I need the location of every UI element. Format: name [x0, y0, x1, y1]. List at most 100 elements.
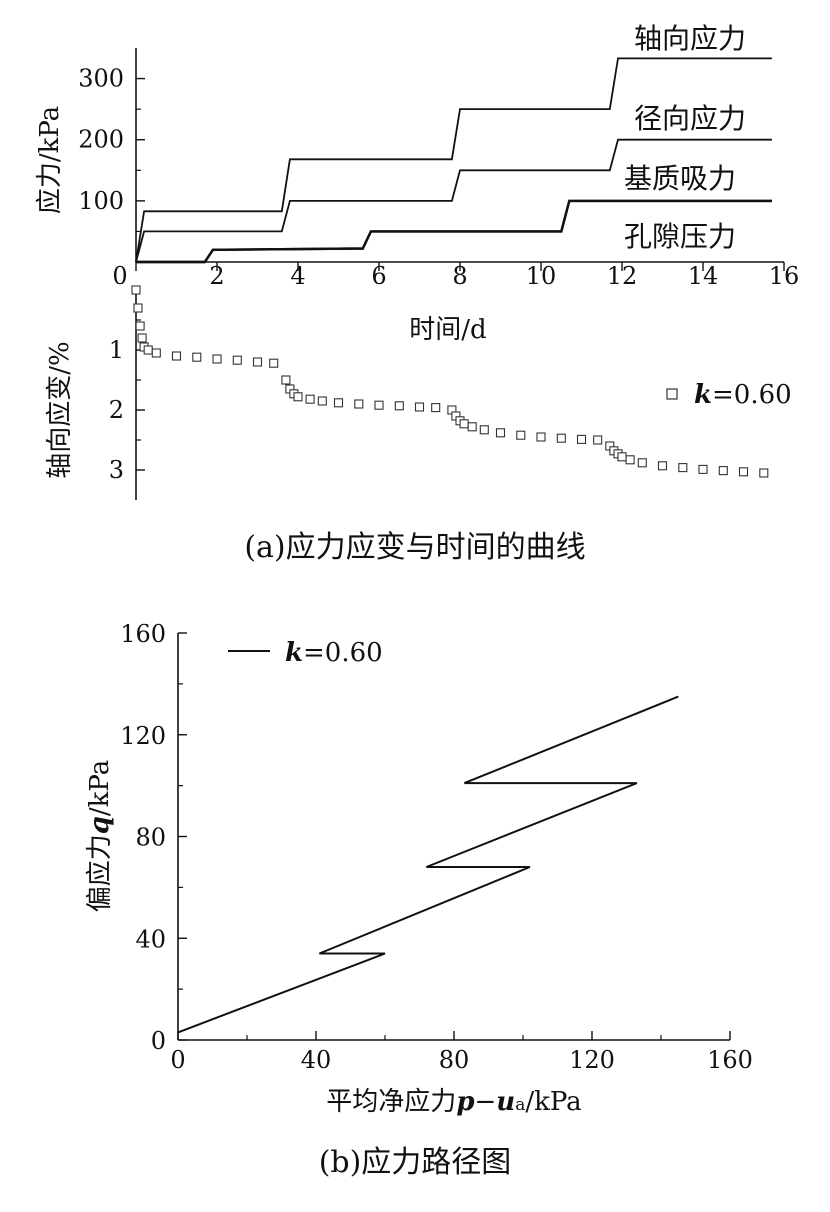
strain-point	[143, 345, 153, 355]
series-label-axial-stress: 轴向应力	[634, 22, 746, 55]
strain-point	[192, 352, 202, 362]
strain-point	[593, 435, 603, 445]
strain-point	[374, 400, 384, 410]
a-strain-y-tick-label: 1	[109, 336, 124, 364]
b-xlabel-var-p: p	[456, 1087, 474, 1117]
b-x-tick-label: 160	[707, 1046, 753, 1074]
strain-point	[738, 467, 749, 477]
b-xlabel-unit: /kPa	[525, 1087, 581, 1117]
a-xlabel: 时间/d	[409, 315, 486, 345]
strain-point	[252, 357, 263, 367]
panel-a-strain: 1 2 3 轴向应变/% k=0.60	[45, 285, 792, 500]
strain-point	[414, 402, 425, 412]
b-y-ticks: 0 40 80 120 160	[120, 620, 187, 1055]
strain-point	[576, 434, 587, 444]
series-label-pore-pressure: 孔隙压力	[624, 220, 736, 253]
panel-a-stress: 0 2 4 6 8 10 12 14 16 100 200 300 应力/kPa 时间/d 轴向应力…	[35, 22, 799, 345]
a-y-tick-label: 200	[78, 126, 124, 154]
strain-point	[556, 433, 566, 443]
b-y-tick-label: 80	[135, 824, 166, 852]
b-ylabel-main: 偏应力	[85, 834, 115, 912]
caption-b: (b)应力路径图	[319, 1145, 512, 1180]
axial-stress-line	[135, 57, 772, 263]
strain-point	[759, 468, 769, 478]
strain-point	[617, 452, 627, 462]
strain-point	[637, 458, 647, 468]
b-x-tick-label: 0	[170, 1046, 185, 1074]
a-x-tick-label: 14	[688, 262, 719, 290]
a-strain-y-tick-label: 2	[109, 396, 124, 424]
strain-point	[133, 303, 143, 313]
b-y-tick-label: 40	[135, 925, 166, 953]
strain-point	[317, 396, 327, 406]
legend-label: k=0.60	[694, 380, 792, 410]
b-x-tick-label: 120	[569, 1046, 615, 1074]
strain-point	[718, 466, 728, 476]
strain-point	[212, 354, 222, 364]
strain-point	[657, 461, 668, 471]
strain-point	[137, 333, 147, 343]
caption-a: (a)应力应变与时间的曲线	[244, 530, 585, 565]
strain-point	[305, 394, 315, 404]
b-legend: k=0.60	[228, 638, 383, 668]
a-y-tick-label: 100	[78, 187, 124, 215]
strain-point	[333, 398, 344, 408]
b-x-ticks: 0 40 80 120 160	[170, 1031, 753, 1074]
strain-point	[232, 355, 242, 365]
strain-point	[394, 401, 404, 411]
strain-point	[678, 463, 688, 473]
a-x-tick-label: 10	[526, 262, 557, 290]
a-x-ticks: 0 2 4 6 8 10 12 14 16	[112, 262, 799, 290]
b-x-tick-label: 80	[439, 1046, 470, 1074]
b-xlabel-minus: −	[475, 1087, 497, 1117]
strain-point	[536, 432, 546, 442]
strain-point	[151, 348, 161, 358]
strain-point	[354, 399, 364, 409]
strain-point	[293, 392, 303, 402]
a-x-tick-label: 16	[769, 262, 800, 290]
b-y-tick-label: 120	[120, 722, 166, 750]
legend-label: k=0.60	[285, 638, 383, 668]
a-x-tick-label: 2	[209, 262, 224, 290]
b-ylabel: 偏应力q/kPa	[85, 760, 115, 913]
strain-point	[459, 419, 469, 429]
strain-point	[431, 403, 441, 413]
legend-marker-square	[666, 388, 678, 400]
stress-path-line	[177, 695, 679, 1034]
b-xlabel: 平均净应力p−ua/kPa	[326, 1087, 581, 1117]
legend-var-k: k	[694, 380, 712, 410]
a-strain-legend: k=0.60	[666, 380, 792, 410]
b-ylabel-var: q	[85, 816, 115, 834]
strain-point	[516, 430, 526, 440]
b-x-tick-label: 40	[301, 1046, 332, 1074]
series-label-radial-stress: 径向应力	[634, 102, 746, 135]
a-strain-y-tick-label: 3	[109, 456, 124, 484]
a-x-tick-label: 0	[112, 262, 127, 290]
b-y-tick-label: 0	[151, 1027, 166, 1055]
b-xlabel-main: 平均净应力	[326, 1087, 456, 1117]
b-stress-path	[177, 695, 679, 1034]
b-y-tick-label: 160	[120, 620, 166, 648]
a-y-ticks: 100 200 300	[78, 65, 145, 233]
strain-point	[131, 285, 141, 295]
series-label-matric-suction: 基质吸力	[624, 162, 736, 195]
radial-stress-line	[135, 138, 772, 263]
legend-value: =0.60	[303, 638, 383, 668]
strain-point	[479, 425, 489, 435]
strain-point	[171, 351, 182, 361]
a-x-tick-label: 4	[290, 262, 305, 290]
pore-pressure-line	[136, 199, 772, 264]
a-stress-ylabel: 应力/kPa	[35, 106, 65, 214]
a-stress-series	[135, 57, 772, 264]
a-strain-ylabel: 轴向应变/%	[45, 341, 75, 478]
a-x-tick-label: 6	[371, 262, 386, 290]
strain-point	[625, 455, 635, 465]
strain-point	[281, 375, 291, 385]
strain-point	[698, 464, 708, 474]
strain-point	[269, 358, 279, 368]
b-ylabel-unit: /kPa	[85, 760, 115, 816]
a-x-tick-label: 12	[607, 262, 638, 290]
strain-point	[467, 422, 477, 432]
legend-var-k: k	[285, 638, 303, 668]
